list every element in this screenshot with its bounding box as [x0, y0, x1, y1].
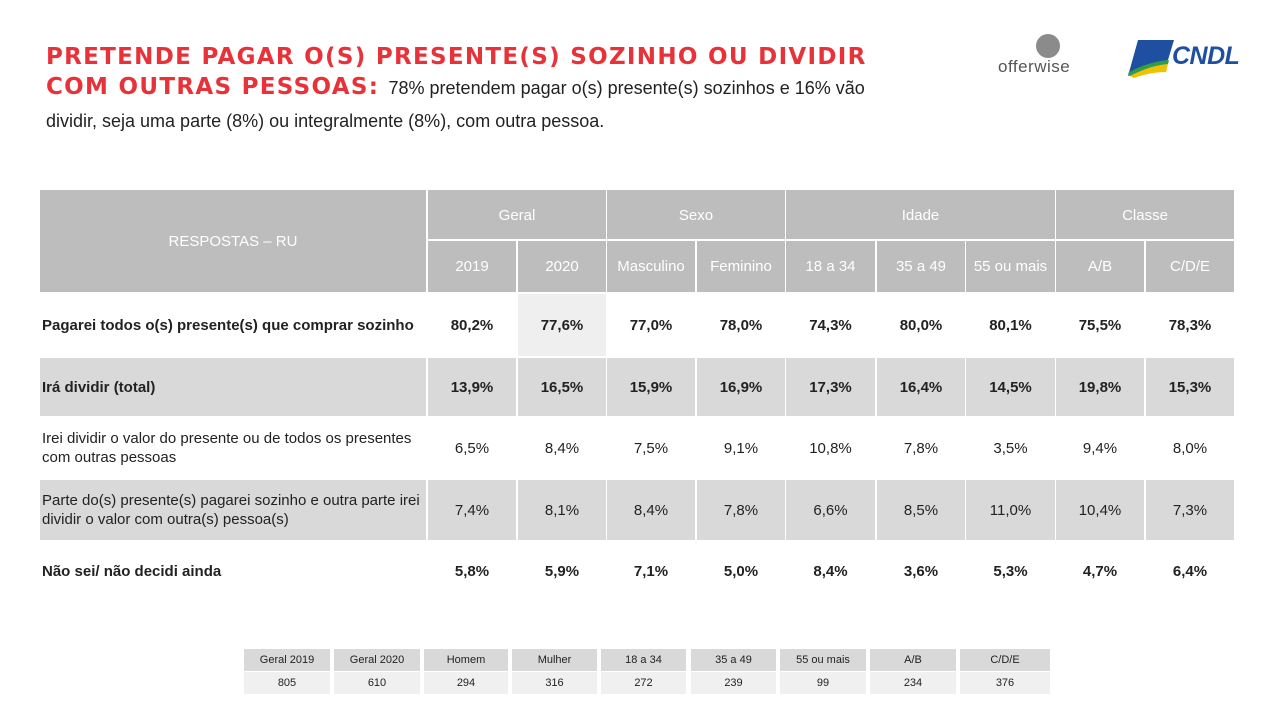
base-value: 610 [334, 672, 420, 694]
title-line-1: PRETENDE PAGAR O(S) PRESENTE(S) SOZINHO … [46, 44, 867, 70]
table-cell: 75,5% [1078, 316, 1122, 334]
table-cell: 5,0% [723, 562, 759, 580]
base-value: 376 [960, 672, 1050, 694]
table-cell: 78,3% [1168, 316, 1212, 334]
base-value: 294 [424, 672, 508, 694]
table-cell: 16,5% [518, 358, 606, 416]
row-label: Parte do(s) presente(s) pagarei sozinho … [40, 480, 426, 540]
base-label: C/D/E [960, 649, 1050, 671]
base-value: 316 [512, 672, 597, 694]
table-cell: 8,4% [813, 562, 848, 580]
column-header: 35 a 49 [877, 241, 965, 292]
slide-title: PRETENDE PAGAR O(S) PRESENTE(S) SOZINHO … [46, 42, 976, 132]
table-cell: 78,0% [719, 316, 763, 334]
title-line-2-text: 78% pretendem pagar o(s) presente(s) soz… [388, 78, 865, 98]
table-cell: 6,4% [1172, 562, 1208, 580]
base-label: Geral 2020 [334, 649, 420, 671]
table-cell: 8,0% [1172, 439, 1208, 457]
table-cell: 7,4% [428, 480, 516, 540]
column-header: 2020 [518, 241, 606, 292]
table-cell: 6,5% [454, 439, 490, 457]
table-cell: 77,6% [518, 294, 606, 356]
row-label: Pagarei todos o(s) presente(s) que compr… [42, 316, 414, 334]
base-value: 239 [691, 672, 776, 694]
column-header: 2019 [428, 241, 516, 292]
row-label: Irei dividir o valor do presente ou de t… [42, 430, 412, 466]
results-table: RESPOSTAS – RU Geral Sexo Idade Classe 2019 20… [40, 190, 1236, 580]
sample-base-table: Geral 2019 Geral 2020 Homem Mulher 18 a 34 35… [244, 649, 1066, 695]
table-cell: 14,5% [966, 358, 1055, 416]
base-value: 272 [601, 672, 686, 694]
table-cell: 16,9% [697, 358, 785, 416]
table-cell: 17,3% [786, 358, 875, 416]
table-cell: 10,8% [809, 439, 852, 457]
table-cell: 5,9% [544, 562, 580, 580]
table-cell: 5,3% [993, 562, 1028, 580]
table-cell: 13,9% [428, 358, 516, 416]
table-cell: 3,5% [993, 439, 1028, 457]
title-line-2: COM OUTRAS PESSOAS: 78% pretendem pagar … [46, 72, 976, 103]
base-value: 99 [780, 672, 866, 694]
row-label: Irá dividir (total) [40, 358, 426, 416]
table-cell: 3,6% [903, 562, 939, 580]
column-header: Masculino [607, 241, 695, 292]
cndl-logo: CNDL [1128, 40, 1244, 78]
column-header: C/D/E [1146, 241, 1234, 292]
table-cell: 9,1% [723, 439, 759, 457]
table-cell: 15,9% [607, 358, 695, 416]
table-cell: 7,5% [633, 439, 669, 457]
table-cell: 7,8% [903, 439, 939, 457]
title-line-2-bold: COM OUTRAS PESSOAS: [46, 74, 380, 100]
table-cell: 8,4% [544, 439, 580, 457]
table-cell: 8,4% [607, 480, 695, 540]
table-cell: 15,3% [1146, 358, 1234, 416]
offerwise-logo-text: offerwise [998, 57, 1071, 76]
table-cell: 80,2% [450, 316, 494, 334]
group-header-1: Sexo [607, 190, 785, 239]
base-label: Geral 2019 [244, 649, 330, 671]
column-header: Feminino [697, 241, 785, 292]
table-cell: 10,4% [1056, 480, 1144, 540]
offerwise-logo: offerwise [996, 32, 1106, 80]
column-header: 55 ou mais [966, 241, 1055, 292]
base-value: 234 [870, 672, 956, 694]
base-label: 55 ou mais [780, 649, 866, 671]
base-value: 805 [244, 672, 330, 694]
cndl-logo-text: CNDL [1172, 42, 1240, 70]
group-header-3: Classe [1056, 190, 1234, 239]
group-header-0: Geral [428, 190, 606, 239]
base-label: Homem [424, 649, 508, 671]
table-cell: 8,1% [518, 480, 606, 540]
offerwise-emblem-icon [1036, 34, 1060, 58]
cndl-emblem-icon [1128, 40, 1174, 78]
table-cell: 9,4% [1082, 439, 1118, 457]
row-label: Não sei/ não decidi ainda [42, 562, 222, 580]
table-cell: 16,4% [877, 358, 965, 416]
table-cell: 77,0% [629, 316, 673, 334]
table-cell: 7,8% [697, 480, 785, 540]
base-label: Mulher [512, 649, 597, 671]
base-label: 18 a 34 [601, 649, 686, 671]
header-respostas: RESPOSTAS – RU [40, 190, 426, 292]
table-cell: 19,8% [1056, 358, 1144, 416]
table-cell: 4,7% [1082, 562, 1118, 580]
group-header-2: Idade [786, 190, 1055, 239]
table-cell: 6,6% [786, 480, 875, 540]
table-cell: 11,0% [966, 480, 1055, 540]
column-header: A/B [1056, 241, 1144, 292]
table-cell: 74,3% [809, 316, 852, 334]
table-cell: 5,8% [454, 562, 490, 580]
title-line-3: dividir, seja uma parte (8%) ou integral… [46, 111, 605, 131]
table-cell: 80,0% [899, 316, 943, 334]
base-label: A/B [870, 649, 956, 671]
table-cell: 8,5% [877, 480, 965, 540]
table-cell: 7,3% [1146, 480, 1234, 540]
column-header: 18 a 34 [786, 241, 875, 292]
table-cell: 80,1% [989, 316, 1032, 334]
table-cell: 7,1% [633, 562, 669, 580]
base-label: 35 a 49 [691, 649, 776, 671]
